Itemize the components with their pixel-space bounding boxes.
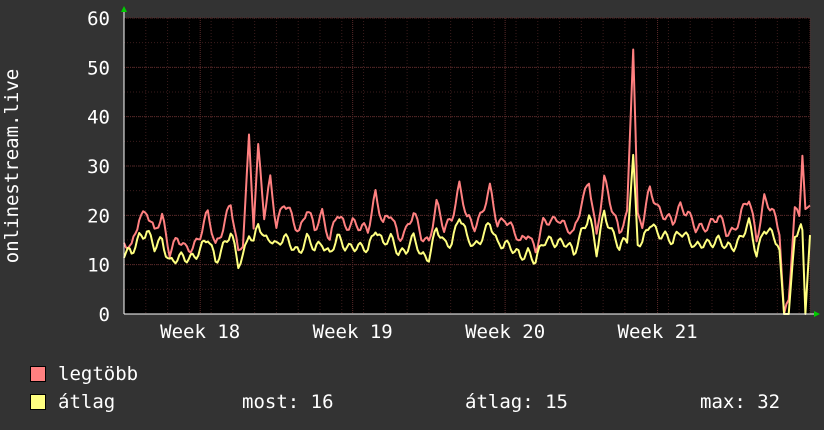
tick-labels: 0 10 20 30 40 50 60 Week 18 Week 19 Week 20 Week 2… [1,8,698,343]
legend-max-label: legtöbb [58,363,139,385]
y-axis-title: onlinestream.live [1,69,23,263]
axes [121,6,820,317]
max-swatch [30,366,46,382]
series-line-max [123,48,811,315]
x-tick-label: Week 20 [465,321,545,343]
y-tick-label: 0 [99,304,110,326]
stat-max: max: 32 [700,391,781,413]
x-tick-label: Week 19 [313,321,393,343]
series-line-avg [123,153,811,315]
x-tick-label: Week 21 [618,321,698,343]
y-tick-label: 20 [87,205,110,227]
legend-item-max: legtöbb [30,363,138,385]
avg-swatch [30,394,46,410]
y-axis-arrow [121,6,127,12]
x-tick-label: Week 18 [160,321,240,343]
y-tick-label: 40 [87,107,110,129]
stat-now: most: 16 [242,391,334,413]
chart-svg: 0 10 20 30 40 50 60 Week 18 Week 19 Week 20 Week 2… [1,6,820,343]
y-tick-label: 50 [87,57,110,79]
y-tick-label: 60 [87,8,110,30]
legend-item-avg: átlag [30,391,115,413]
grid [123,17,811,315]
series-group [123,48,811,315]
y-tick-label: 10 [87,255,110,277]
legend-avg-label: átlag [58,391,116,413]
stat-avg: átlag: 15 [465,391,568,413]
y-tick-label: 30 [87,156,110,178]
x-axis-arrow [814,311,820,317]
